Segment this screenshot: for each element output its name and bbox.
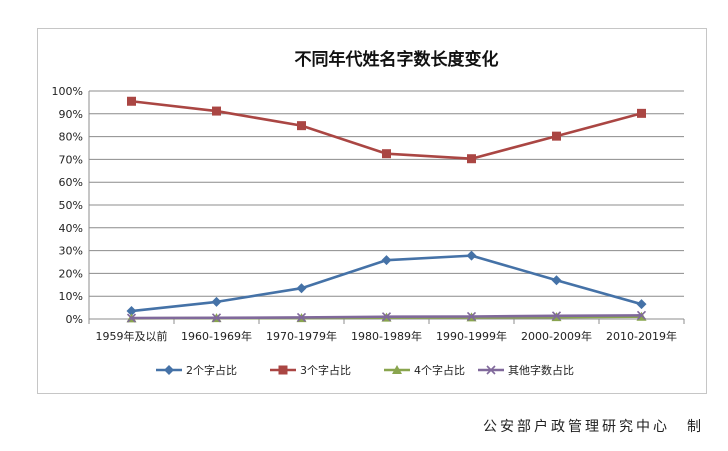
series-2-point <box>382 149 391 159</box>
series-1-point <box>296 283 307 294</box>
y-tick-label: 30% <box>59 245 83 258</box>
legend-marker <box>486 365 496 375</box>
legend-marker <box>164 365 174 375</box>
legend-label: 2个字占比 <box>186 363 237 377</box>
legend-marker <box>392 365 402 374</box>
x-tick-label: 1970-1979年 <box>266 329 337 343</box>
x-tick-label: 1960-1969年 <box>181 329 252 343</box>
legend-label: 4个字占比 <box>414 363 465 377</box>
series-4-point <box>296 312 307 322</box>
y-tick-label: 90% <box>59 108 83 121</box>
chart-title: 不同年代姓名字数长度变化 <box>295 49 499 70</box>
series-1-point <box>211 296 222 307</box>
x-tick-label: 2010-2019年 <box>606 329 677 343</box>
series-4-point <box>381 312 392 322</box>
series-4-point <box>126 313 137 323</box>
source-caption: 公安部户政管理研究中心 制 <box>483 419 704 435</box>
series-1-point <box>126 306 137 317</box>
legend-label: 3个字占比 <box>300 363 351 377</box>
y-tick-label: 80% <box>59 131 83 144</box>
y-tick-label: 10% <box>59 290 83 303</box>
series-2-point <box>297 121 306 131</box>
y-tick-label: 0% <box>66 313 83 326</box>
series-2-point <box>127 96 136 106</box>
x-tick-label: 2000-2009年 <box>521 329 592 343</box>
x-tick-label: 1990-1999年 <box>436 329 507 343</box>
series-4-point <box>211 313 222 323</box>
y-tick-label: 100% <box>52 85 83 98</box>
legend-marker <box>278 365 288 375</box>
y-tick-label: 20% <box>59 267 83 280</box>
chart-frame: 不同年代姓名字数长度变化 0% 10% 20% 30% 40% 50% 60% 70% 80% 90… <box>37 28 707 394</box>
series-4-point <box>636 310 647 320</box>
series-1-point <box>551 275 562 286</box>
y-tick-label: 40% <box>59 222 83 235</box>
series-2-point <box>467 154 476 164</box>
series-4-point <box>466 311 477 322</box>
series-2-point <box>552 131 561 141</box>
y-tick-label: 50% <box>59 199 83 212</box>
series-1-point <box>466 250 477 261</box>
y-tick-label: 70% <box>59 153 83 166</box>
legend-label: 其他字数占比 <box>508 363 574 377</box>
line-chart: 不同年代姓名字数长度变化 0% 10% 20% 30% 40% 50% 60% 70% 80% 90… <box>52 49 685 377</box>
x-tick-label: 1959年及以前 <box>96 329 168 343</box>
y-tick-label: 60% <box>59 176 83 189</box>
series-4-point <box>551 311 562 321</box>
series-2-point <box>637 108 646 118</box>
series-1-point <box>636 299 647 310</box>
x-tick-label: 1980-1989年 <box>351 329 422 343</box>
series-1-point <box>381 255 392 266</box>
series-2-point <box>212 106 221 116</box>
